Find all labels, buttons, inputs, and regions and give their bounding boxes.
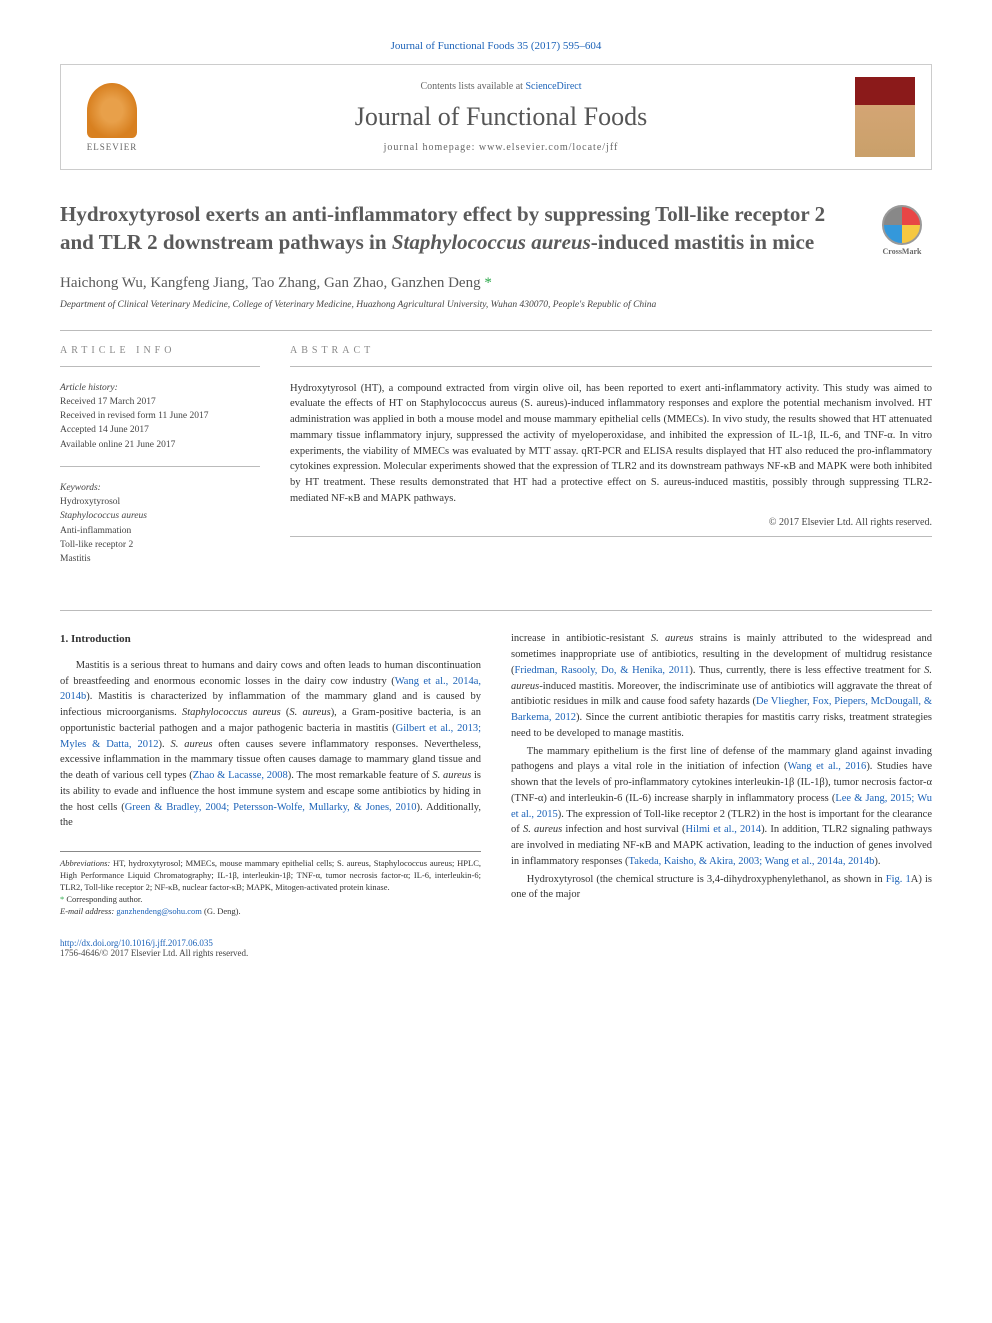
authors-names: Haichong Wu, Kangfeng Jiang, Tao Zhang, … [60, 275, 481, 291]
contents-available: Contents lists available at ScienceDirec… [147, 81, 855, 92]
history-online: Available online 21 June 2017 [60, 438, 260, 452]
article-info-heading: article info [60, 345, 260, 356]
abstract-text: Hydroxytyrosol (HT), a compound extracte… [290, 381, 932, 507]
abbreviations: Abbreviations: HT, hydroxytyrosol; MMECs… [60, 858, 481, 894]
corresponding-author-note: * Corresponding author. [60, 894, 481, 906]
abstract-copyright: © 2017 Elsevier Ltd. All rights reserved… [290, 517, 932, 528]
doi-link[interactable]: http://dx.doi.org/10.1016/j.jff.2017.06.… [60, 938, 932, 948]
keyword: Staphylococcus aureus [60, 509, 260, 523]
body-columns: 1. Introduction Mastitis is a serious th… [60, 631, 932, 917]
citation-link[interactable]: Takeda, Kaisho, & Akira, 2003; Wang et a… [629, 856, 875, 867]
abbrev-label: Abbreviations: [60, 858, 110, 868]
intro-paragraph-2: The mammary epithelium is the first line… [511, 744, 932, 870]
intro-paragraph-1-cont: increase in antibiotic-resistant S. aure… [511, 631, 932, 741]
journal-header: ELSEVIER Contents lists available at Sci… [60, 64, 932, 170]
section-heading-introduction: 1. Introduction [60, 631, 481, 648]
elsevier-label: ELSEVIER [87, 142, 138, 152]
keyword: Hydroxytyrosol [60, 495, 260, 509]
history-label: Article history: [60, 381, 260, 395]
keyword: Anti-inflammation [60, 524, 260, 538]
authors-list: Haichong Wu, Kangfeng Jiang, Tao Zhang, … [60, 275, 932, 292]
asterisk-icon: * [60, 894, 64, 904]
issn-copyright: 1756-4646/© 2017 Elsevier Ltd. All right… [60, 948, 932, 958]
email-link[interactable]: ganzhendeng@sohu.com [116, 906, 202, 916]
keyword: Mastitis [60, 552, 260, 566]
citation-link[interactable]: Hilmi et al., 2014 [686, 824, 762, 835]
contents-prefix: Contents lists available at [420, 81, 525, 92]
figure-link[interactable]: Fig. 1 [886, 874, 911, 885]
history-received: Received 17 March 2017 [60, 395, 260, 409]
email-label: E-mail address: [60, 906, 116, 916]
journal-name: Journal of Functional Foods [147, 102, 855, 132]
footnotes: Abbreviations: HT, hydroxytyrosol; MMECs… [60, 851, 481, 917]
email-name: (G. Deng). [202, 906, 241, 916]
body-divider [60, 610, 932, 611]
email-line: E-mail address: ganzhendeng@sohu.com (G.… [60, 906, 481, 918]
title-italic: Staphylococcus aureus [392, 230, 591, 254]
citation-link[interactable]: Green & Bradley, 2004; Petersson-Wolfe, … [125, 802, 417, 813]
elsevier-tree-icon [87, 83, 137, 138]
keyword: Toll-like receptor 2 [60, 538, 260, 552]
corresponding-asterisk: * [481, 275, 492, 291]
title-part2: -induced mastitis in mice [591, 230, 814, 254]
right-column: increase in antibiotic-resistant S. aure… [511, 631, 932, 917]
citation-link[interactable]: Wang et al., 2016 [787, 761, 866, 772]
journal-homepage[interactable]: journal homepage: www.elsevier.com/locat… [147, 142, 855, 153]
sciencedirect-link[interactable]: ScienceDirect [525, 81, 581, 92]
corr-text: Corresponding author. [66, 894, 142, 904]
affiliation: Department of Clinical Veterinary Medici… [60, 300, 932, 310]
article-info-panel: article info Article history: Received 1… [60, 345, 260, 581]
article-history: Article history: Received 17 March 2017 … [60, 381, 260, 452]
abstract-panel: abstract Hydroxytyrosol (HT), a compound… [290, 345, 932, 581]
journal-cover-thumbnail[interactable] [855, 77, 915, 157]
crossmark-label: CrossMark [883, 247, 922, 258]
crossmark-icon [882, 205, 922, 245]
article-title: Hydroxytyrosol exerts an anti-inflammato… [60, 200, 932, 257]
abbrev-text: HT, hydroxytyrosol; MMECs, mouse mammary… [60, 858, 481, 892]
citation-link[interactable]: Friedman, Rasooly, Do, & Henika, 2011 [515, 665, 690, 676]
divider-top [60, 330, 932, 331]
page-footer: http://dx.doi.org/10.1016/j.jff.2017.06.… [60, 938, 932, 958]
citation-link[interactable]: Zhao & Lacasse, 2008 [193, 770, 288, 781]
intro-paragraph-1: Mastitis is a serious threat to humans a… [60, 658, 481, 831]
elsevier-logo[interactable]: ELSEVIER [77, 77, 147, 157]
history-accepted: Accepted 14 June 2017 [60, 423, 260, 437]
keywords-block: Keywords: Hydroxytyrosol Staphylococcus … [60, 481, 260, 567]
keywords-label: Keywords: [60, 481, 260, 495]
abstract-heading: abstract [290, 345, 932, 356]
history-revised: Received in revised form 11 June 2017 [60, 409, 260, 423]
left-column: 1. Introduction Mastitis is a serious th… [60, 631, 481, 917]
crossmark-badge[interactable]: CrossMark [872, 205, 932, 265]
intro-paragraph-3: Hydroxytyrosol (the chemical structure i… [511, 872, 932, 904]
top-citation[interactable]: Journal of Functional Foods 35 (2017) 59… [60, 40, 932, 52]
